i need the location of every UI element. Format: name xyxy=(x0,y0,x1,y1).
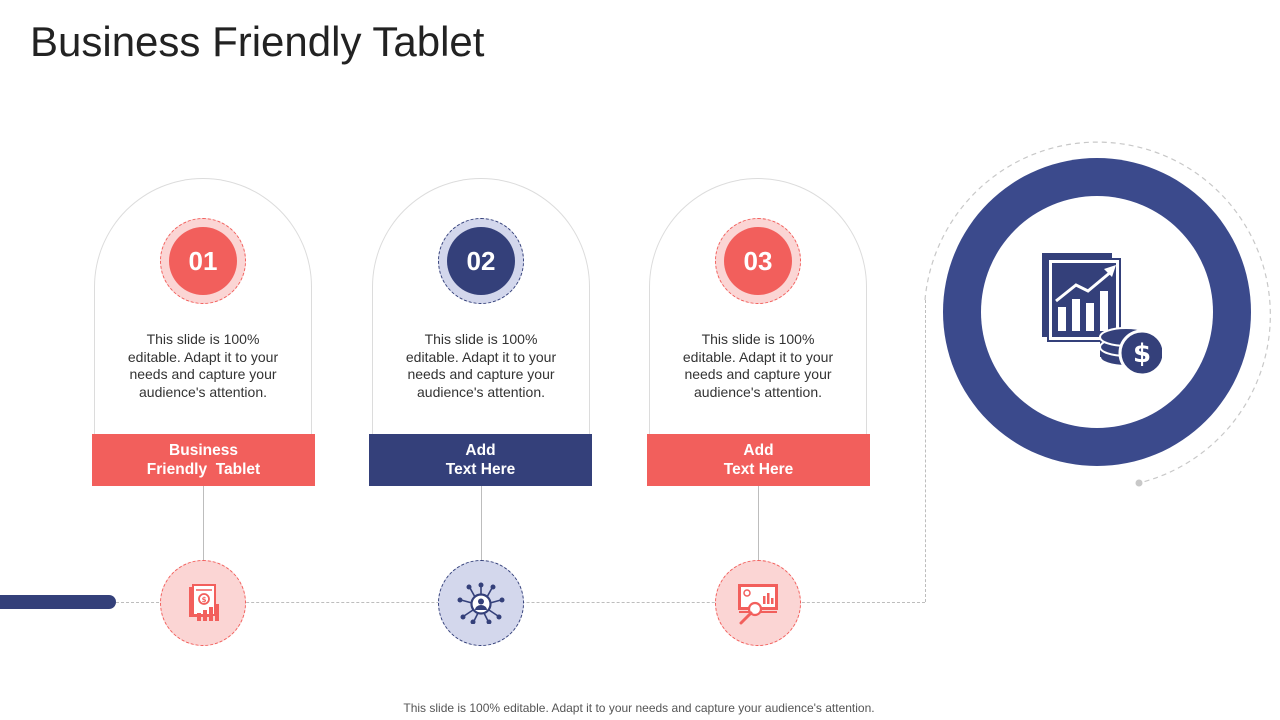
timeline-riser xyxy=(925,300,926,602)
step-label-2: Add Text Here xyxy=(369,434,592,486)
step-number-1: 01 xyxy=(169,227,237,295)
step-icon-ring-1: $ xyxy=(160,560,246,646)
step-card-2 xyxy=(372,178,590,438)
step-connector-3 xyxy=(758,486,759,562)
step-label-2-line1: Add xyxy=(465,442,496,459)
footer-note: This slide is 100% editable. Adapt it to… xyxy=(403,701,875,715)
step-connector-1 xyxy=(203,486,204,562)
step-number-2: 02 xyxy=(447,227,515,295)
step-label-3: Add Text Here xyxy=(647,434,870,486)
step-label-3-line2: Text Here xyxy=(723,461,794,478)
page-title: Business Friendly Tablet xyxy=(30,18,485,65)
step-description-3: This slide is 100% editable. Adapt it to… xyxy=(682,331,834,400)
step-label-2-line2: Text Here xyxy=(445,461,516,478)
hero-ring: $ xyxy=(943,158,1251,466)
svg-text:$: $ xyxy=(202,596,207,604)
step-icon-ring-3 xyxy=(715,560,801,646)
presentation-analysis-icon xyxy=(738,584,778,625)
user-network-icon xyxy=(457,582,505,624)
step-card-3 xyxy=(649,178,867,438)
step-icon-ring-2 xyxy=(438,560,524,646)
step-label-1-line1: Business xyxy=(169,442,238,459)
step-label-1: Business Friendly Tablet xyxy=(92,434,315,486)
step-description-1: This slide is 100% editable. Adapt it to… xyxy=(127,331,279,400)
timeline-start-bar xyxy=(0,595,116,609)
financial-report-icon: $ xyxy=(189,584,219,621)
step-number-3: 03 xyxy=(724,227,792,295)
step-description-2: This slide is 100% editable. Adapt it to… xyxy=(405,331,557,400)
step-label-3-line1: Add xyxy=(743,442,774,459)
step-label-1-line2: Friendly Tablet xyxy=(146,461,261,478)
finance-chart-coins-icon: $ xyxy=(1042,253,1162,377)
step-number-ring-2: 02 xyxy=(438,218,524,304)
step-number-ring-1: 01 xyxy=(160,218,246,304)
hero-inner-circle: $ xyxy=(981,196,1213,428)
svg-text:$: $ xyxy=(1133,339,1151,369)
step-number-ring-3: 03 xyxy=(715,218,801,304)
step-card-1 xyxy=(94,178,312,438)
step-connector-2 xyxy=(481,486,482,562)
